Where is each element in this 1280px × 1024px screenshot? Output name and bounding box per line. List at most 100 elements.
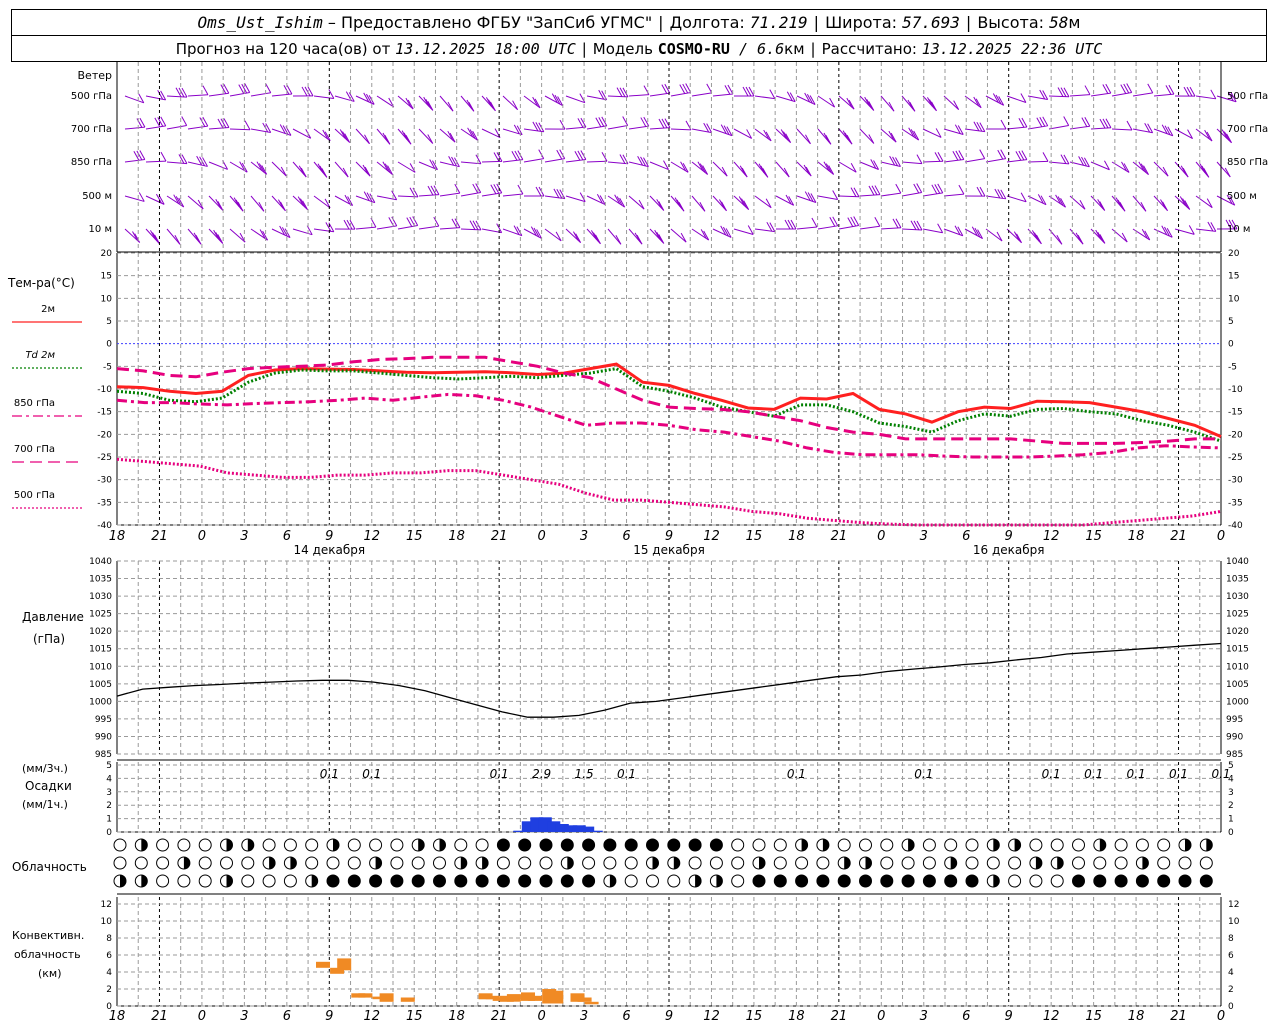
- wind-barb-feather: [760, 165, 767, 176]
- wind-barb-feather: [181, 154, 188, 164]
- lon-label: Долгота:: [669, 13, 750, 32]
- wind-barb-feather: [1138, 161, 1145, 172]
- wind-barb-feather: [178, 197, 185, 208]
- cloud-cover-fill: [454, 875, 467, 887]
- wind-barb-feather: [139, 150, 146, 160]
- wind-barb-feather: [281, 227, 288, 237]
- hour-tick-label: 18: [448, 529, 465, 544]
- forecast-time: 13.12.2025 18:00 UTC: [395, 39, 576, 58]
- convective-bar: [577, 997, 592, 1002]
- wind-barb-feather: [723, 125, 730, 135]
- wind-barb-feather: [1226, 133, 1232, 143]
- wind-barb-feather: [977, 229, 983, 239]
- wind-barb-feather: [1117, 199, 1124, 210]
- precip-tick-right: 1: [1228, 815, 1234, 825]
- wind-barb-feather: [1144, 230, 1151, 241]
- pressure-unit: (гПа): [33, 632, 65, 646]
- wind-barb: [565, 95, 586, 104]
- alt-value: 58: [1049, 13, 1069, 32]
- wind-barb-feather: [559, 149, 566, 159]
- temp-legend-label: 700 гПа: [14, 444, 55, 455]
- wind-barb-feather: [1206, 198, 1213, 208]
- hour-tick-label: 3: [920, 1009, 928, 1024]
- wind-barb-feather: [280, 201, 286, 212]
- wind-barb-feather: [1056, 235, 1063, 245]
- wind-barb-feather: [663, 160, 669, 170]
- wind-barb-feather: [700, 229, 707, 239]
- wind-barb: [271, 195, 286, 212]
- cloud-cover-fill: [759, 857, 765, 869]
- wind-barb-feather: [239, 161, 246, 171]
- wind-barb-feather: [304, 86, 311, 97]
- wind-barb-feather: [1199, 163, 1206, 173]
- wind-barb-feather: [556, 149, 563, 160]
- wind-barb-feather: [996, 231, 1003, 242]
- wind-barb-feather: [1160, 199, 1166, 209]
- wind-barb-feather: [995, 94, 1002, 105]
- wind-barb: [523, 95, 541, 109]
- wind-barb-feather: [256, 161, 263, 171]
- wind-barb: [1006, 126, 1027, 130]
- wind-barb-feather: [1075, 232, 1082, 243]
- wind-barb: [355, 226, 376, 230]
- wind-barb: [376, 195, 397, 201]
- wind-barb-feather: [493, 152, 500, 162]
- wind-barb-feather: [656, 199, 663, 209]
- wind-barb-feather: [449, 132, 456, 143]
- wind-barb-feather: [344, 133, 351, 143]
- wind-barb-feather: [599, 195, 606, 205]
- wind-barb-feather: [279, 124, 286, 134]
- wind-barb-feather: [475, 154, 482, 165]
- pressure-tick: 1005: [89, 680, 112, 690]
- wind-barb-feather: [1079, 199, 1086, 210]
- pressure-line: [116, 642, 1222, 718]
- wind-barb-feather: [1224, 167, 1231, 178]
- cloud-cover-symbol: [390, 856, 404, 870]
- temp-tick: -30: [97, 476, 112, 486]
- wind-barb-feather: [535, 186, 542, 197]
- wind-barb-feather: [322, 129, 329, 140]
- wind-barb-feather: [233, 197, 240, 207]
- wind-barb: [838, 161, 857, 173]
- cloud-cover-symbol: [922, 856, 936, 870]
- hour-tick-label: 21: [151, 529, 168, 544]
- wind-barb-feather: [235, 199, 242, 210]
- precip-tick: 2: [106, 801, 112, 811]
- cloud-cover-fill: [844, 857, 851, 869]
- wind-barb-feather: [325, 222, 332, 232]
- wind-barb-feather: [220, 118, 227, 128]
- wind-barb-feather: [780, 129, 787, 139]
- cloud-cover-fill: [1157, 875, 1170, 887]
- wind-barb: [859, 194, 880, 197]
- cloud-cover-symbol: [475, 838, 489, 852]
- wind-barb-feather: [1115, 197, 1122, 207]
- wind-barb-feather: [1099, 234, 1106, 244]
- cloud-cover-fill: [561, 875, 574, 887]
- wind-barb-feather: [720, 124, 727, 134]
- wind-barb: [250, 161, 267, 175]
- wind-barb-feather: [1042, 90, 1049, 100]
- wind-barb-feather: [152, 232, 158, 242]
- wind-barb-feather: [580, 150, 587, 160]
- wind-panel-title: Ветер: [78, 69, 112, 82]
- wind-barb-feather: [258, 202, 265, 212]
- wind-barb-feather: [1144, 122, 1151, 133]
- model-name: COSMO-RU: [657, 39, 730, 58]
- wind-barb-feather: [1097, 199, 1104, 209]
- wind-barb: [124, 195, 145, 202]
- wind-barb-feather: [496, 223, 503, 233]
- conv-title-1: Конвективн.: [12, 929, 84, 942]
- temp-tick: -20: [97, 430, 112, 440]
- wind-barb-feather: [979, 186, 986, 197]
- cloud-cover-fill: [1185, 839, 1191, 851]
- pressure-tick-right: 1035: [1226, 575, 1249, 585]
- pressure-tick-right: 1030: [1226, 592, 1249, 602]
- cloud-cover-fill: [476, 875, 489, 887]
- wind-barb-feather: [866, 99, 873, 109]
- wind-barb: [628, 94, 649, 97]
- conv-tick-right: 10: [1228, 917, 1240, 927]
- wind-barb: [355, 161, 371, 177]
- precip-total-label: 0.1: [1127, 767, 1146, 781]
- cloud-cover-symbol: [1157, 838, 1171, 852]
- wind-barb-feather: [1102, 118, 1109, 129]
